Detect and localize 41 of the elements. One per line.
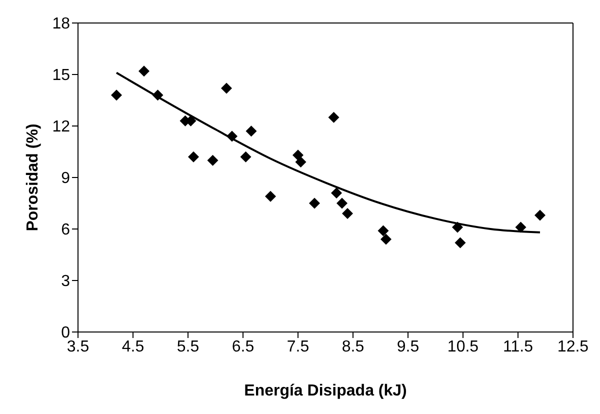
point: [515, 222, 526, 233]
point: [221, 82, 232, 94]
x-tick-label: 9.5: [396, 338, 420, 356]
point: [331, 187, 342, 198]
point: [207, 154, 218, 166]
y-axis-title: Porosidad (%): [24, 124, 42, 232]
y-tick-label: 12: [52, 118, 70, 136]
y-tick-label: 3: [61, 273, 70, 290]
point: [454, 237, 466, 248]
point: [188, 151, 199, 162]
y-tick-label: 6: [61, 222, 70, 239]
x-tick-label: 12.5: [557, 338, 589, 356]
x-tick-label: 10.5: [447, 338, 479, 356]
point: [292, 150, 304, 161]
point: [378, 225, 389, 236]
point: [240, 151, 252, 162]
point: [152, 90, 164, 101]
x-tick-label: 8.5: [342, 338, 364, 356]
point: [452, 222, 463, 233]
point: [309, 198, 320, 209]
line-series: [116, 72, 541, 234]
y-tick-label: 9: [61, 170, 70, 188]
point: [226, 130, 238, 142]
x-tick-label: 7.5: [286, 338, 310, 356]
point: [265, 190, 276, 202]
point: [295, 156, 306, 168]
point: [138, 66, 150, 77]
point: [336, 198, 348, 209]
x-tick-label: 4.5: [122, 338, 144, 356]
x-tick-label: 5.5: [176, 338, 200, 356]
point: [328, 112, 340, 123]
point: [342, 208, 353, 220]
x-axis-title: Energía Disipada (kJ): [244, 382, 407, 400]
y-tick-label: 15: [52, 67, 70, 84]
point: [534, 210, 546, 221]
point: [380, 234, 392, 245]
x-tick-label: 6.5: [232, 338, 254, 356]
x-tick-label: 11.5: [503, 338, 534, 356]
y-tick-label: 18: [52, 16, 70, 33]
point: [246, 126, 257, 137]
point: [111, 90, 122, 101]
